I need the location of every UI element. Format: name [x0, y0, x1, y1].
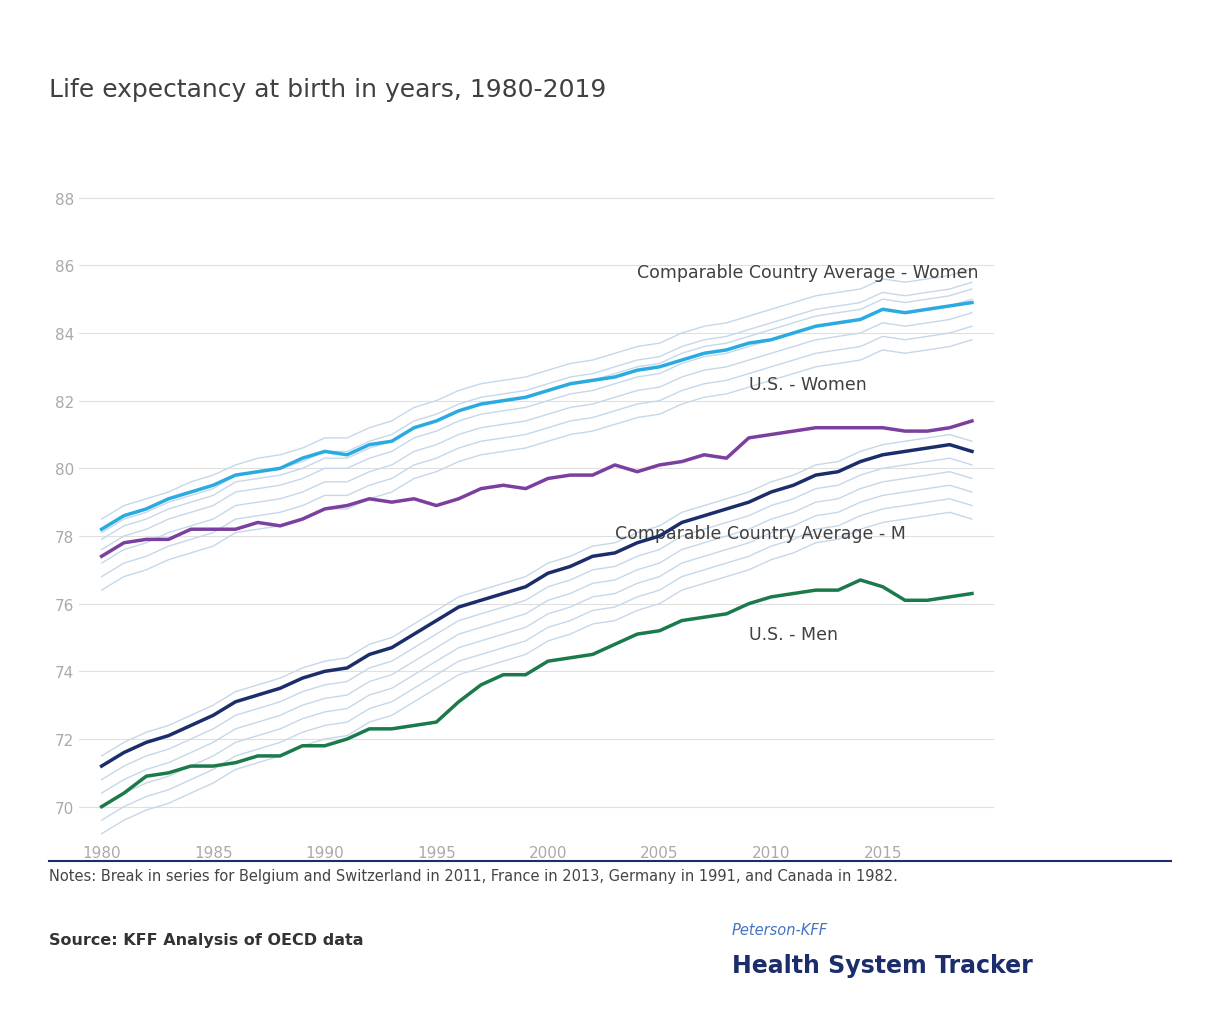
Text: U.S. - Men: U.S. - Men — [749, 626, 838, 643]
Text: Notes: Break in series for Belgium and Switzerland in 2011, France in 2013, Germ: Notes: Break in series for Belgium and S… — [49, 868, 898, 883]
Text: U.S. - Women: U.S. - Women — [749, 375, 866, 393]
Text: Comparable Country Average - Women: Comparable Country Average - Women — [637, 264, 978, 282]
Text: Health System Tracker: Health System Tracker — [732, 953, 1033, 977]
Text: Comparable Country Average - M: Comparable Country Average - M — [615, 524, 905, 542]
Text: Life expectancy at birth in years, 1980-2019: Life expectancy at birth in years, 1980-… — [49, 77, 606, 102]
Text: Peterson-KFF: Peterson-KFF — [732, 922, 828, 937]
Text: Source: KFF Analysis of OECD data: Source: KFF Analysis of OECD data — [49, 932, 364, 948]
